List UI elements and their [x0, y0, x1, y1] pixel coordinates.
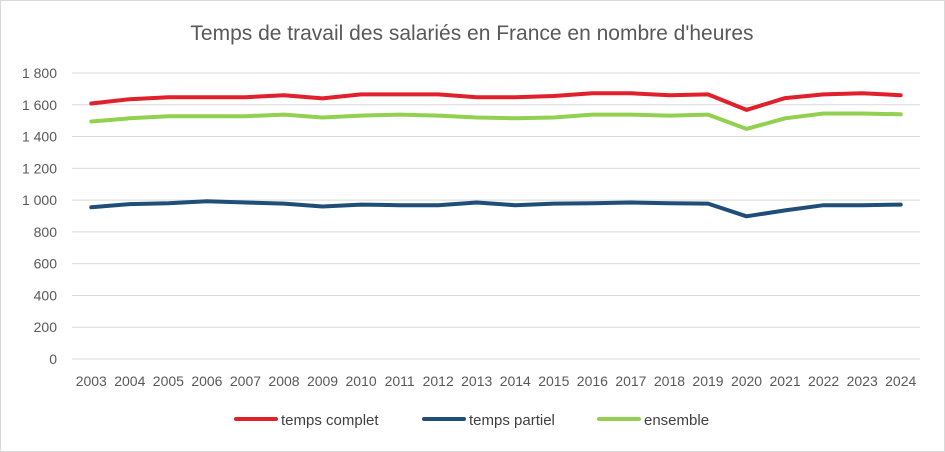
y-tick-label: 0	[49, 351, 57, 367]
series-layer	[89, 91, 903, 219]
x-tick-label: 2003	[76, 373, 107, 389]
x-tick-label: 2008	[268, 373, 299, 389]
x-tick-label: 2018	[654, 373, 685, 389]
y-tick-label: 1 000	[22, 192, 57, 208]
x-tick-label: 2011	[385, 373, 415, 389]
x-tick-label: 2006	[191, 373, 222, 389]
chart-title: Temps de travail des salariés en France …	[190, 22, 753, 45]
y-axis-ticks: 0 200 400 600 800 1 000 1 200 1 400 1 600 1 800	[22, 65, 57, 367]
x-tick-label: 2016	[577, 373, 608, 389]
x-tick-label: 2013	[461, 373, 492, 389]
y-tick-label: 1 800	[22, 65, 57, 81]
y-tick-label: 1 600	[22, 97, 57, 113]
x-tick-label: 2004	[114, 373, 145, 389]
x-tick-label: 2022	[808, 373, 839, 389]
x-tick-label: 2021	[770, 373, 801, 389]
x-tick-label: 2023	[847, 373, 878, 389]
y-tick-label: 1 400	[22, 129, 57, 145]
grid-layer	[72, 72, 920, 360]
x-tick-label: 2015	[538, 373, 569, 389]
x-tick-label: 2005	[153, 373, 184, 389]
x-tick-label: 2017	[615, 373, 646, 389]
x-tick-label: 2024	[885, 373, 916, 389]
x-tick-label: 2010	[346, 373, 377, 389]
y-tick-label: 800	[34, 224, 58, 240]
legend: temps complet temps partiel ensemble	[234, 412, 709, 429]
series-line-temps-partiel	[89, 199, 903, 219]
x-tick-label: 2007	[230, 373, 261, 389]
series-line-temps-complet	[89, 91, 903, 112]
legend-label: temps partiel	[469, 412, 555, 429]
x-tick-label: 2012	[423, 373, 454, 389]
y-tick-label: 400	[34, 287, 58, 303]
series-line-ensemble	[89, 111, 903, 131]
x-tick-label: 2019	[692, 373, 723, 389]
x-tick-label: 2020	[731, 373, 762, 389]
y-tick-label: 1 200	[22, 160, 57, 176]
legend-label: temps complet	[281, 412, 379, 429]
x-tick-label: 2014	[500, 373, 531, 389]
y-tick-label: 600	[34, 256, 58, 272]
x-tick-label: 2009	[307, 373, 338, 389]
legend-label: ensemble	[644, 412, 709, 429]
x-axis-ticks: 2003 2004 2005 2006 2007 2008 2009 2010 2011 2012…	[76, 373, 917, 389]
y-tick-label: 200	[34, 319, 58, 335]
